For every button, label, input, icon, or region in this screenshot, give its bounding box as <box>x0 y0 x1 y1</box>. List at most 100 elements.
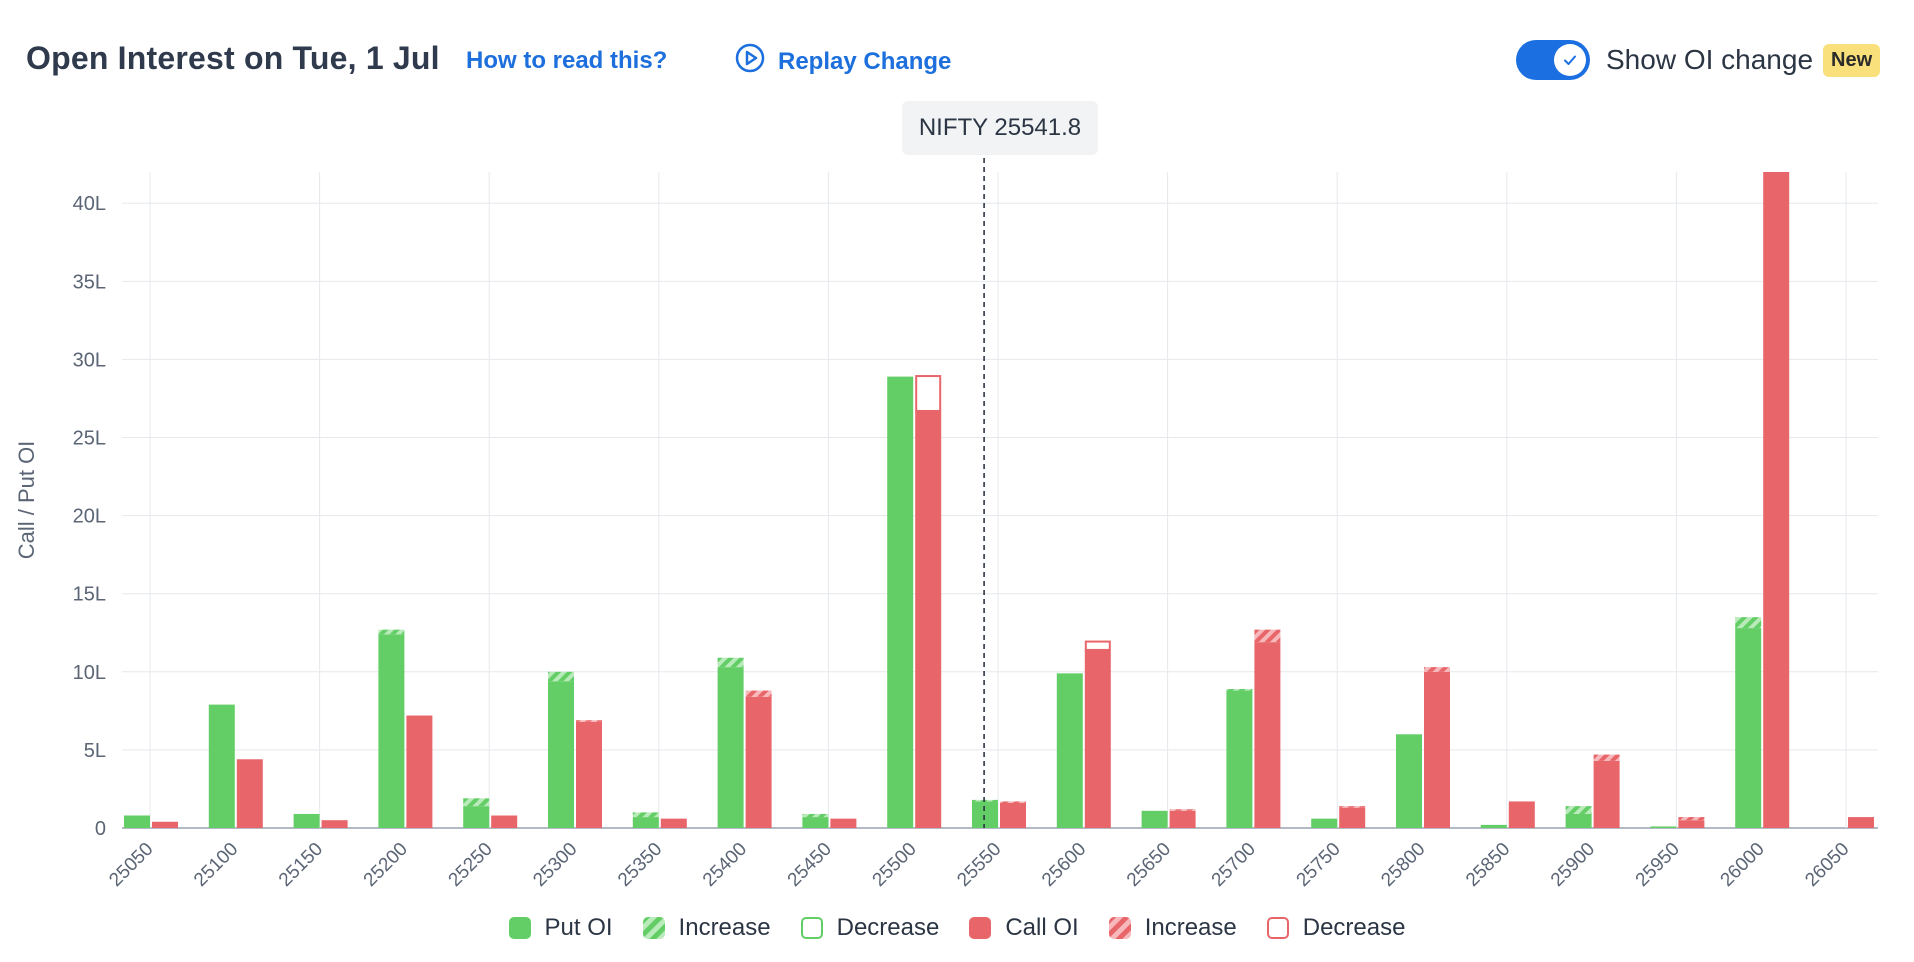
call-increase-bar <box>1593 754 1620 761</box>
call-increase-bar <box>1000 801 1026 804</box>
x-tick-label: 25100 <box>190 839 242 891</box>
page-title: Open Interest on Tue, 1 Jul <box>26 40 440 76</box>
x-tick-label: 26000 <box>1717 839 1769 891</box>
y-tick-label: 20L <box>73 506 106 528</box>
put-increase-bar <box>1735 617 1762 629</box>
put-increase-bar <box>717 657 744 668</box>
show-oi-change-toggle[interactable] <box>1516 40 1590 80</box>
y-tick-label: 10L <box>73 662 106 684</box>
put-oi-bar <box>1480 824 1507 828</box>
call-oi-bar <box>1763 172 1790 828</box>
call-oi-bar <box>491 815 518 828</box>
call-oi-bar <box>1000 803 1026 828</box>
y-tick-label: 5L <box>84 740 106 762</box>
put-oi-swatch <box>508 917 531 939</box>
legend-call-increase-label: Increase <box>1144 914 1237 941</box>
call-increase-bar <box>1424 667 1450 672</box>
call-oi-bar <box>1508 801 1535 828</box>
toggle-knob <box>1554 44 1586 76</box>
play-circle-icon <box>734 42 766 81</box>
call-increase-bar <box>576 720 602 722</box>
put-increase-swatch <box>642 917 665 939</box>
call-oi-bar <box>830 818 857 828</box>
x-tick-label: 25300 <box>529 839 581 891</box>
how-to-read-link[interactable]: How to read this? <box>466 47 668 74</box>
x-tick-label: 25200 <box>360 839 412 891</box>
y-axis-label: Call / Put OI <box>14 441 39 560</box>
legend-call-decrease-label: Decrease <box>1302 914 1406 941</box>
chart-header: Open Interest on Tue, 1 Jul How to read … <box>0 0 1914 110</box>
put-increase-bar <box>548 671 574 682</box>
x-tick-label: 26050 <box>1801 839 1853 891</box>
y-tick-label: 35L <box>73 271 106 293</box>
x-tick-label: 25450 <box>784 839 836 891</box>
put-oi-bar <box>463 806 490 828</box>
call-increase-bar <box>1678 817 1705 821</box>
legend-put-increase[interactable]: Increase <box>642 914 771 942</box>
x-tick-label: 25650 <box>1123 839 1175 891</box>
x-tick-label: 25750 <box>1293 839 1345 891</box>
call-oi-bar <box>576 721 602 828</box>
put-oi-bar <box>717 667 744 828</box>
call-oi-bar <box>1084 649 1111 828</box>
x-tick-label: 25900 <box>1547 839 1599 891</box>
put-increase-bar <box>378 629 405 635</box>
call-oi-bar <box>660 818 687 828</box>
legend-call-oi[interactable]: Call OI <box>969 914 1079 942</box>
put-increase-bar <box>463 798 490 807</box>
oi-bar-chart: 0 5L 10L 15L 20L 25L 30L 35L 40L Call / Put OI 250… <box>14 158 1878 891</box>
put-oi-bar <box>632 817 659 828</box>
call-decrease-bar <box>915 375 942 412</box>
call-oi-bar <box>406 715 433 828</box>
put-oi-bar <box>972 801 998 828</box>
put-oi-bar <box>1396 734 1422 828</box>
x-tick-label: 25550 <box>953 839 1005 891</box>
legend-call-decrease[interactable]: Decrease <box>1266 914 1406 942</box>
oi-change-toggle-group: Show OI change New <box>1516 40 1881 80</box>
call-oi-bar <box>152 821 178 828</box>
new-badge: New <box>1823 43 1881 77</box>
legend-put-decrease-label: Decrease <box>836 914 940 941</box>
legend-put-oi[interactable]: Put OI <box>508 914 613 942</box>
y-tick-label: 40L <box>73 193 106 215</box>
y-tick-label: 0 <box>95 818 106 840</box>
x-tick-label: 25800 <box>1377 839 1429 891</box>
put-oi-bar <box>1650 826 1677 828</box>
x-tick-label: 25350 <box>614 839 666 891</box>
call-oi-bar <box>236 759 263 828</box>
legend-call-increase[interactable]: Increase <box>1108 914 1237 942</box>
call-oi-bar <box>1593 760 1620 828</box>
x-tick-label: 25250 <box>445 839 497 891</box>
put-oi-bar <box>124 815 150 828</box>
legend-put-decrease[interactable]: Decrease <box>800 914 940 942</box>
x-tick-label: 25050 <box>105 839 157 891</box>
x-tick-label: 25500 <box>869 839 921 891</box>
put-oi-bar <box>887 376 914 828</box>
check-icon <box>1564 55 1576 65</box>
call-oi-bar <box>915 410 942 828</box>
spot-price-tag: NIFTY 25541.8 <box>902 101 1098 155</box>
call-oi-bar <box>1339 807 1366 828</box>
x-tick-label: 25150 <box>275 839 327 891</box>
put-oi-bar <box>802 817 829 828</box>
put-increase-bar <box>972 799 998 802</box>
put-oi-bar <box>1056 673 1083 828</box>
put-oi-bar <box>1226 690 1253 828</box>
put-oi-bar <box>548 681 574 828</box>
replay-change-button[interactable]: Replay Change <box>734 42 951 81</box>
put-oi-bar <box>1735 628 1762 828</box>
x-tick-label: 25400 <box>699 839 751 891</box>
put-oi-bar <box>378 634 405 828</box>
call-oi-bar <box>1254 642 1281 828</box>
put-oi-bar <box>1311 818 1338 828</box>
call-decrease-bar <box>1084 640 1111 651</box>
x-tick-label: 25700 <box>1208 839 1260 891</box>
call-increase-bar <box>1169 809 1196 811</box>
put-oi-bar <box>208 704 235 828</box>
call-oi-swatch <box>969 917 992 939</box>
legend-put-increase-label: Increase <box>678 914 771 941</box>
replay-change-label: Replay Change <box>778 47 952 75</box>
call-increase-bar <box>745 690 772 697</box>
put-oi-bar <box>1565 813 1592 828</box>
legend-put-oi-label: Put OI <box>544 914 613 941</box>
